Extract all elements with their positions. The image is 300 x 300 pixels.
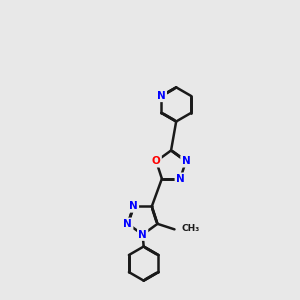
Text: O: O	[152, 156, 161, 166]
Text: N: N	[176, 174, 184, 184]
Text: N: N	[123, 219, 132, 229]
Text: CH₃: CH₃	[182, 224, 200, 233]
Text: N: N	[182, 156, 190, 166]
Text: N: N	[138, 230, 147, 240]
Text: N: N	[129, 201, 138, 212]
Text: N: N	[157, 91, 166, 101]
